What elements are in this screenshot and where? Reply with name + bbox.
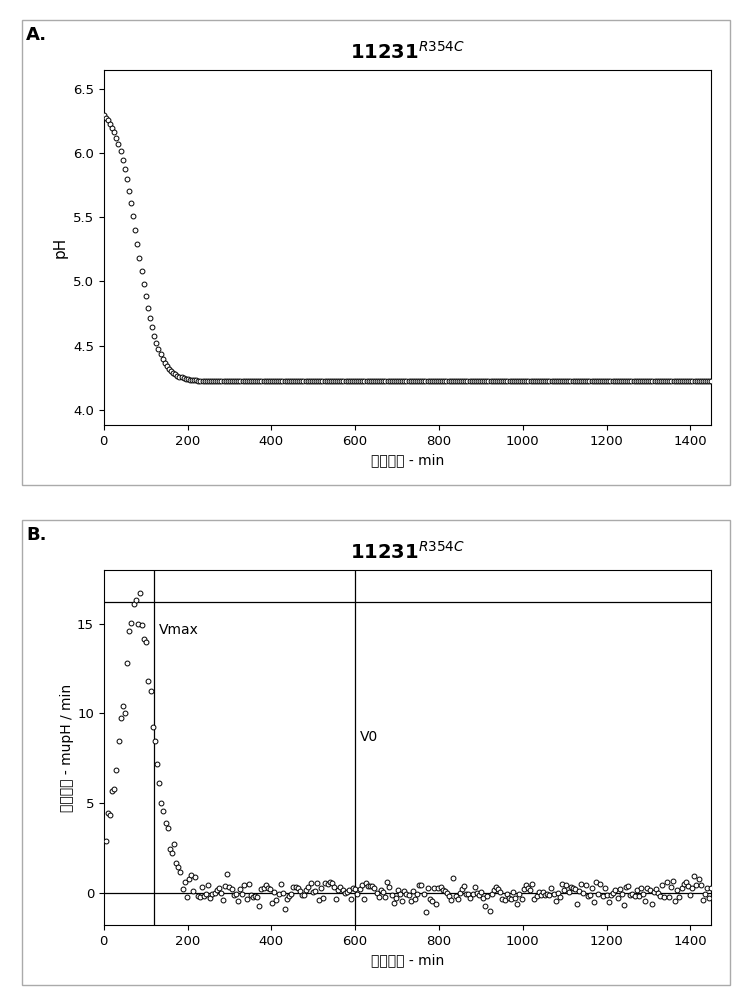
Y-axis label: 酸化速度 - mupH / min: 酸化速度 - mupH / min: [60, 683, 74, 812]
X-axis label: 时间进程 - min: 时间进程 - min: [371, 953, 444, 967]
Text: Vmax: Vmax: [159, 623, 199, 637]
Text: V0: V0: [360, 730, 379, 744]
Title: 11231$^{R354C}$: 11231$^{R354C}$: [350, 541, 465, 563]
Text: B.: B.: [26, 526, 47, 544]
X-axis label: 时间进程 - min: 时间进程 - min: [371, 453, 444, 467]
Y-axis label: pH: pH: [53, 237, 67, 258]
Text: A.: A.: [26, 26, 47, 44]
Title: 11231$^{R354C}$: 11231$^{R354C}$: [350, 41, 465, 63]
